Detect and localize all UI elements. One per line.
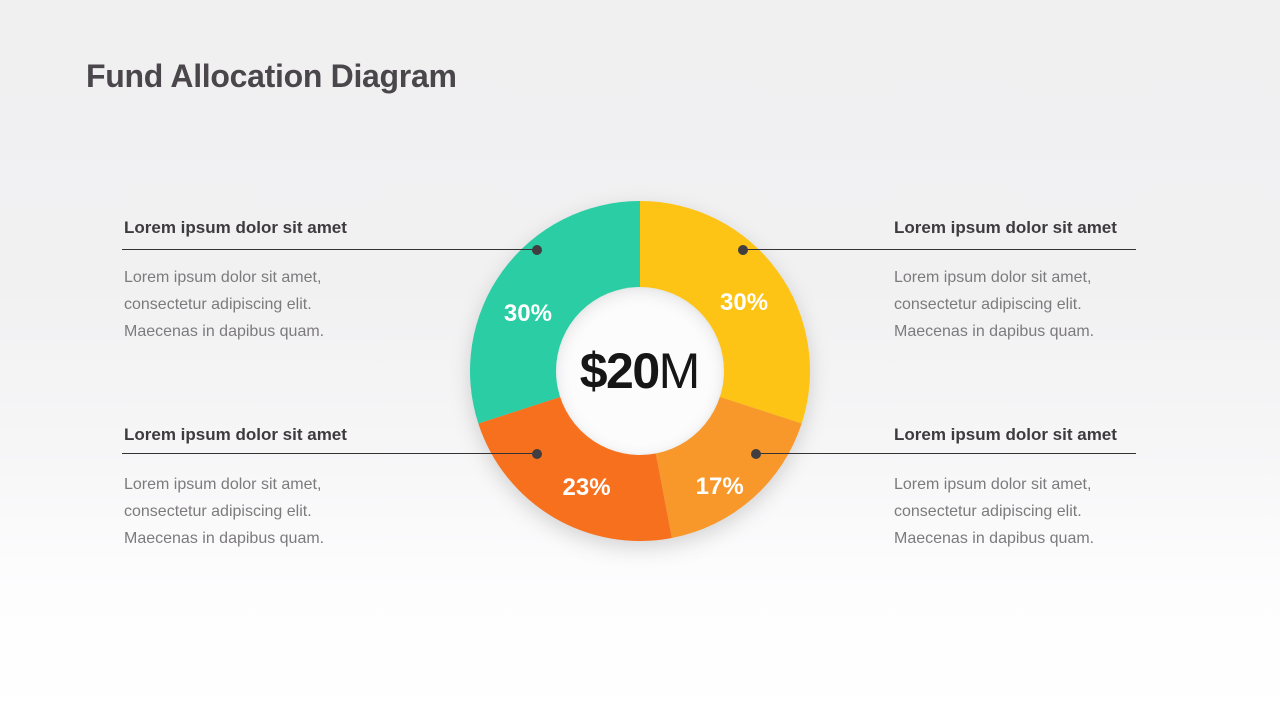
callout-heading: Lorem ipsum dolor sit amet: [124, 425, 347, 444]
callout-heading: Lorem ipsum dolor sit amet: [894, 425, 1117, 444]
slice-label-teal: 30%: [503, 299, 552, 327]
page-title: Fund Allocation Diagram: [86, 58, 457, 94]
slice-label-yellow: 30%: [720, 289, 769, 317]
connector-bottom-left: [122, 448, 542, 459]
callout-top-left: Lorem ipsum dolor sit amet Lorem ipsum d…: [124, 217, 347, 345]
connector-top-left: [122, 244, 542, 255]
callout-bottom-right: Lorem ipsum dolor sit amet Lorem ipsum d…: [894, 424, 1117, 552]
callout-body: Lorem ipsum dolor sit amet, consectetur …: [124, 269, 325, 340]
callout-bottom-left: Lorem ipsum dolor sit amet Lorem ipsum d…: [124, 424, 347, 552]
connector-dot-bottom-left: [532, 448, 542, 459]
callout-heading: Lorem ipsum dolor sit amet: [894, 218, 1117, 237]
callout-body: Lorem ipsum dolor sit amet, consectetur …: [894, 269, 1095, 340]
slice-label-light-orange: 17%: [695, 473, 744, 501]
callout-body: Lorem ipsum dolor sit amet, consectetur …: [124, 476, 325, 547]
callout-heading: Lorem ipsum dolor sit amet: [124, 218, 347, 237]
callout-top-right: Lorem ipsum dolor sit amet Lorem ipsum d…: [894, 217, 1117, 345]
donut-hole: $20M: [556, 287, 724, 455]
connector-dot-top-right: [738, 244, 748, 255]
total-amount: $20M: [580, 346, 701, 396]
total-amount-unit: M: [658, 343, 701, 399]
connector-dot-top-left: [532, 244, 542, 255]
callout-body: Lorem ipsum dolor sit amet, consectetur …: [894, 476, 1095, 547]
total-amount-value: $20: [579, 343, 660, 399]
connector-bottom-right: [751, 448, 1136, 459]
connector-dot-bottom-right: [751, 448, 761, 459]
connector-top-right: [738, 244, 1136, 255]
slice-label-dark-orange: 23%: [562, 473, 611, 501]
